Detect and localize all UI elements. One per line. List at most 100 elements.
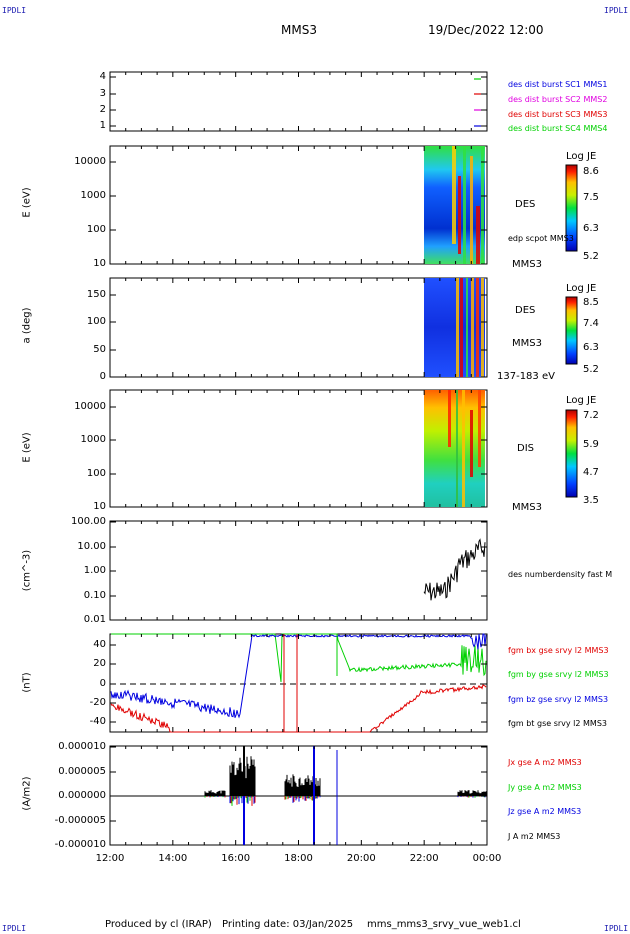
bfield-bz-series <box>110 633 487 719</box>
corner-label-bottom-right: IPDLI <box>604 924 629 933</box>
y-tick-label: 10000 <box>74 156 106 167</box>
current-legend-j: J A m2 MMS3 <box>508 832 561 841</box>
des-pitch-band <box>456 278 459 377</box>
des-pitch-band <box>466 278 468 377</box>
dis-energy-band <box>456 390 458 507</box>
panel-frame-4 <box>109 520 488 621</box>
x-tick-label: 20:00 <box>346 853 376 864</box>
y-tick-label: 1 <box>99 120 106 131</box>
current-legend-jy: Jy gse A m2 MMS3 <box>508 783 582 792</box>
des-pitch-band <box>460 278 463 377</box>
y-tick-label: 20 <box>93 658 106 669</box>
dis-energy-heatmap <box>424 390 485 507</box>
bfield-legend-bt: fgm bt gse srvy l2 MMS3 <box>508 719 607 728</box>
dis-energy-cbar-tick-1: 7.2 <box>583 410 599 421</box>
des-pitch-band <box>471 278 474 377</box>
y-tick-label: 10.00 <box>77 541 106 552</box>
corner-label-top-left: IPDLI <box>2 6 27 15</box>
des-pitch-side-label: DES <box>515 305 536 316</box>
dis-energy-band <box>478 390 481 467</box>
y-tick-label: 0 <box>99 678 106 689</box>
dis-energy-ylabel: E (eV) <box>21 432 33 463</box>
x-tick-label: 12:00 <box>95 853 125 864</box>
dis-energy-cbar-tick-2: 5.9 <box>583 439 599 450</box>
des-pitch-band <box>476 278 479 377</box>
density-series <box>423 538 486 601</box>
y-tick-label: -0.000010 <box>54 839 106 850</box>
des-pitch-cbar-tick-2: 7.4 <box>583 318 599 329</box>
dis-energy-cbar-tick-3: 4.7 <box>583 467 599 478</box>
density-ylabel: (cm^-3) <box>21 549 33 592</box>
colorbar-2 <box>565 409 578 498</box>
des-energy-side-label: DES <box>515 199 536 210</box>
y-tick-label: 2 <box>99 104 106 115</box>
x-tick-label: 14:00 <box>158 853 188 864</box>
des-energy-cbar-tick-4: 5.2 <box>583 251 599 262</box>
des-energy-cbar-tick-3: 6.3 <box>583 223 599 234</box>
current-legend-jx: Jx gse A m2 MMS3 <box>508 758 582 767</box>
des-pitch-sc-label: MMS3 <box>512 338 542 349</box>
des-energy-band <box>481 146 484 264</box>
des-pitch-cbar-tick-3: 6.3 <box>583 342 599 353</box>
des-pitch-energy-label: 137-183 eV <box>497 371 555 382</box>
current-ylabel: (A/m2) <box>21 776 33 811</box>
y-tick-label: 150 <box>86 289 106 300</box>
des-energy-scpot-label: edp scpot MMS3 <box>508 234 574 243</box>
des-energy-band <box>476 206 480 264</box>
des-pitch-cbar-title: Log JE <box>566 283 597 294</box>
x-tick-label: 16:00 <box>221 853 251 864</box>
x-tick-label: 00:00 <box>472 853 502 864</box>
footer-printing-date: Printing date: 03/Jan/2025 <box>222 919 354 930</box>
y-tick-label: 100 <box>86 316 106 327</box>
dis-energy-sc-label: MMS3 <box>512 502 542 513</box>
corner-label-bottom-left: IPDLI <box>2 924 27 933</box>
y-tick-label: -0.000005 <box>54 815 106 826</box>
y-tick-label: -40 <box>89 716 106 727</box>
y-tick-label: 10 <box>93 258 106 269</box>
des-energy-sc-label: MMS3 <box>512 259 542 270</box>
des-pitch-band <box>481 278 484 377</box>
y-tick-label: 0 <box>99 371 106 382</box>
bfield-bx-series <box>110 684 487 733</box>
dis-energy-band <box>448 390 451 447</box>
y-tick-label: 1.00 <box>83 565 106 576</box>
bfield-ylabel: (nT) <box>21 672 33 693</box>
y-tick-label: 4 <box>99 71 106 82</box>
panel-frame-5 <box>109 633 488 733</box>
colorbar-1 <box>565 296 578 365</box>
y-tick-label: 1000 <box>80 190 106 201</box>
bfield-legend-bx: fgm bx gse srvy l2 MMS3 <box>508 646 609 655</box>
des-pitch-cbar-tick-1: 8.5 <box>583 297 599 308</box>
panel-frame-0 <box>109 71 488 132</box>
footer-filename: mms_mms3_srvy_vue_web1.cl <box>367 919 521 930</box>
spacecraft-title: MMS3 <box>281 23 317 37</box>
des-energy-cbar-title: Log JE <box>566 151 597 162</box>
y-tick-label: 100 <box>86 468 106 479</box>
y-tick-label: -20 <box>89 697 106 708</box>
footer-producer: Produced by cl (IRAP) <box>105 919 212 930</box>
y-tick-label: 0.000000 <box>58 790 106 801</box>
y-tick-label: 100 <box>86 224 106 235</box>
x-tick-label: 22:00 <box>409 853 439 864</box>
des-pitch-cbar-tick-4: 5.2 <box>583 364 599 375</box>
des-pitch-ylabel: a (deg) <box>21 307 33 344</box>
des-energy-ylabel: E (eV) <box>21 187 33 218</box>
y-tick-label: 10 <box>93 501 106 512</box>
y-tick-label: 0.000005 <box>58 766 106 777</box>
corner-label-top-right: IPDLI <box>604 6 629 15</box>
availability-legend-4: des dist burst SC4 MMS4 <box>508 124 608 133</box>
datetime-title: 19/Dec/2022 12:00 <box>428 23 544 37</box>
dis-energy-band <box>462 390 465 507</box>
bfield-legend-by: fgm by gse srvy l2 MMS3 <box>508 670 609 679</box>
current-legend-jz: Jz gse A m2 MMS3 <box>508 807 582 816</box>
y-tick-label: 0.01 <box>83 614 106 625</box>
dis-energy-cbar-tick-4: 3.5 <box>583 495 599 506</box>
des-energy-band <box>452 146 456 244</box>
x-tick-label: 18:00 <box>284 853 313 864</box>
des-energy-band <box>458 176 461 254</box>
density-legend: des numberdensity fast M <box>508 570 613 579</box>
availability-legend-3: des dist burst SC3 MMS3 <box>508 110 608 119</box>
y-tick-label: 10000 <box>74 401 106 412</box>
y-tick-label: 1000 <box>80 434 106 445</box>
